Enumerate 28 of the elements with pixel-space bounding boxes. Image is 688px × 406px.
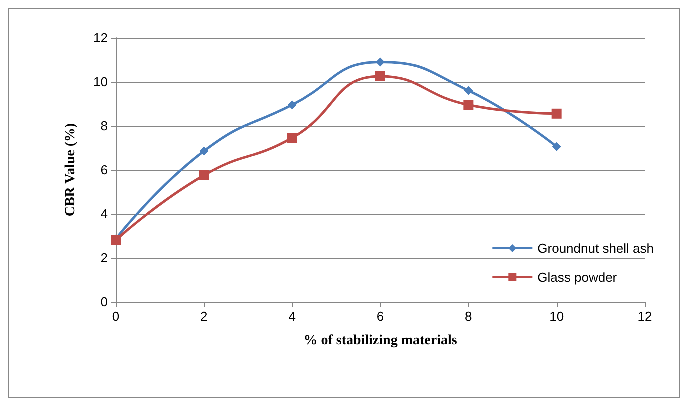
y-tick-label: 4 xyxy=(100,206,108,222)
point xyxy=(288,100,297,110)
x-axis-title: % of stabilizing materials xyxy=(304,334,458,348)
legend-label: Glass powder xyxy=(538,270,618,285)
point xyxy=(552,142,562,152)
point xyxy=(376,58,385,67)
y-tick-label: 6 xyxy=(100,162,108,178)
point xyxy=(287,133,298,144)
point xyxy=(464,86,474,96)
y-tick-label: 2 xyxy=(100,250,108,266)
y-tick-label: 12 xyxy=(94,30,108,46)
x-tick-label: 12 xyxy=(638,309,652,324)
point xyxy=(200,146,209,156)
y-tick-label: 8 xyxy=(100,118,108,134)
legend-label: Groundnut shell ash xyxy=(538,241,654,256)
y-tick-label: 0 xyxy=(100,294,108,310)
x-tick-label: 6 xyxy=(376,309,384,324)
x-tick-label: 10 xyxy=(550,309,564,324)
point xyxy=(199,170,210,180)
x-tick-label: 0 xyxy=(112,309,120,324)
y-tick-label: 10 xyxy=(94,74,108,90)
point xyxy=(376,72,386,82)
x-tick-label: 4 xyxy=(288,309,296,324)
point xyxy=(552,108,562,119)
y-axis-title: CBR Value (%) xyxy=(64,122,78,217)
x-tick-label: 8 xyxy=(465,309,472,324)
x-tick-label: 2 xyxy=(200,309,208,324)
point xyxy=(464,100,474,110)
